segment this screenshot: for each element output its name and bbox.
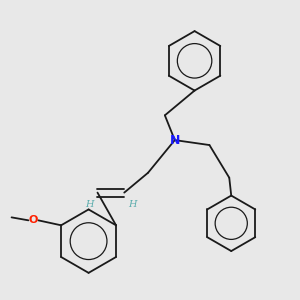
Text: N: N: [169, 134, 180, 147]
Text: O: O: [29, 215, 38, 225]
Text: H: H: [128, 200, 136, 209]
Text: H: H: [85, 200, 94, 209]
